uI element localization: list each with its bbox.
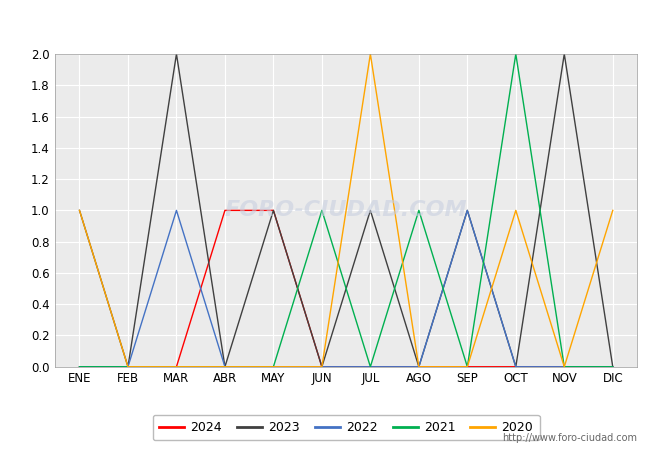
Legend: 2024, 2023, 2022, 2021, 2020: 2024, 2023, 2022, 2021, 2020: [153, 415, 540, 440]
Text: Matriculaciones de Vehiculos en Albornos: Matriculaciones de Vehiculos en Albornos: [138, 14, 512, 33]
Text: FORO-CIUDAD.COM: FORO-CIUDAD.COM: [225, 200, 467, 220]
Text: http://www.foro-ciudad.com: http://www.foro-ciudad.com: [502, 433, 637, 443]
